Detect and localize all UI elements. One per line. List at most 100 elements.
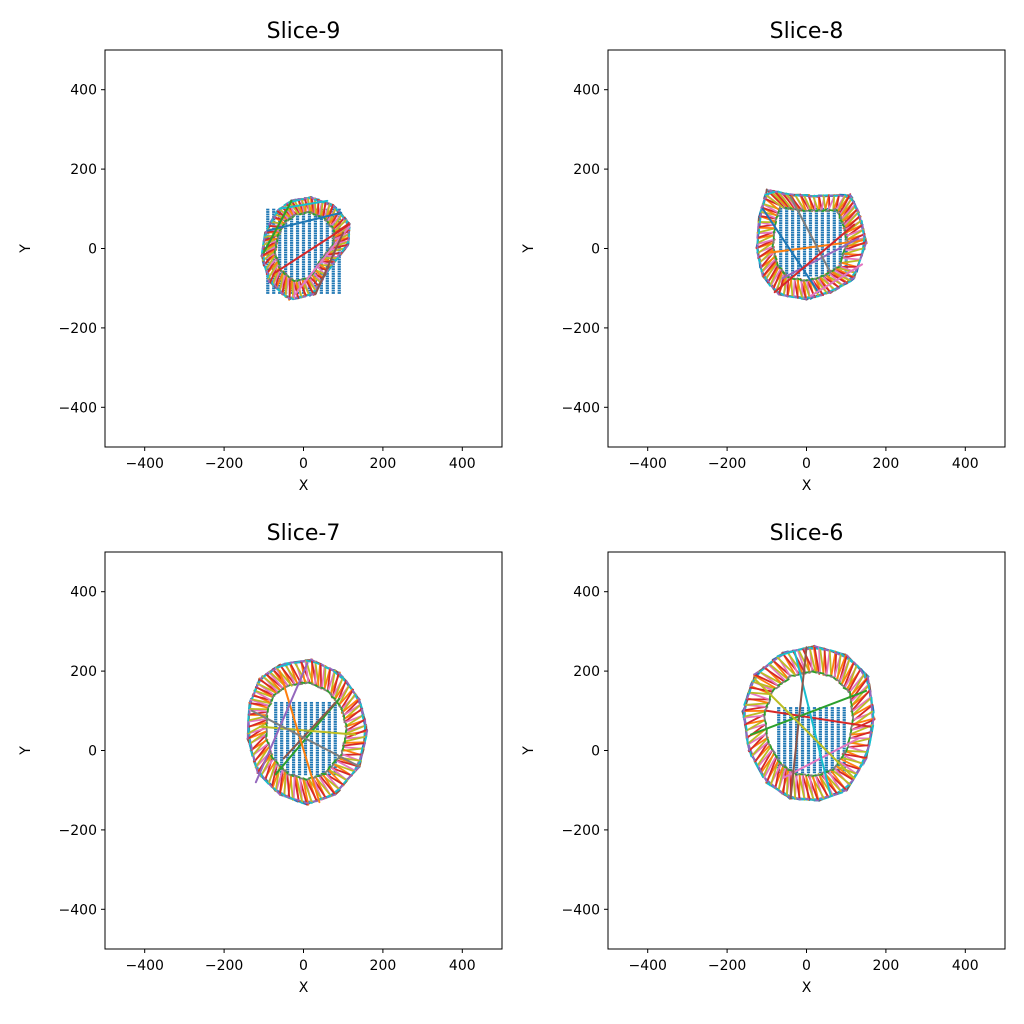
data-point bbox=[307, 246, 312, 249]
mesh-line bbox=[830, 650, 837, 677]
data-point bbox=[280, 744, 284, 747]
data-point bbox=[291, 744, 296, 747]
data-point bbox=[820, 219, 824, 222]
data-point bbox=[791, 274, 795, 277]
data-point bbox=[806, 752, 811, 755]
data-point bbox=[319, 244, 323, 247]
data-point bbox=[331, 284, 335, 287]
mesh-chord bbox=[250, 709, 361, 768]
data-point bbox=[800, 728, 805, 731]
mesh-line bbox=[255, 686, 275, 697]
data-point bbox=[319, 234, 323, 237]
mesh-line bbox=[786, 674, 792, 680]
data-point bbox=[826, 248, 830, 251]
data-point bbox=[800, 709, 805, 712]
data-point bbox=[325, 289, 329, 292]
data-point bbox=[812, 740, 817, 743]
data-point bbox=[779, 219, 783, 222]
data-point bbox=[278, 249, 282, 251]
mesh-line bbox=[292, 213, 296, 217]
data-point bbox=[319, 232, 323, 235]
data-point bbox=[321, 742, 325, 745]
y-axis-label: Y bbox=[521, 244, 537, 254]
mesh-line bbox=[267, 260, 280, 280]
data-point bbox=[301, 268, 306, 271]
data-point bbox=[785, 229, 789, 232]
mesh-line bbox=[850, 701, 853, 708]
data-point bbox=[789, 733, 793, 736]
data-point bbox=[814, 217, 819, 220]
data-point bbox=[274, 763, 278, 766]
data-point bbox=[802, 224, 807, 227]
data-point bbox=[284, 256, 288, 259]
data-point bbox=[802, 262, 807, 265]
mesh-line bbox=[343, 741, 366, 744]
data-point bbox=[301, 234, 306, 237]
mesh-line bbox=[842, 750, 847, 756]
mesh-line bbox=[268, 703, 272, 707]
data-point bbox=[800, 754, 805, 757]
mesh-line bbox=[335, 759, 357, 772]
data-point bbox=[280, 751, 284, 754]
data-point bbox=[836, 723, 840, 726]
data-point bbox=[286, 732, 290, 735]
data-point bbox=[307, 232, 312, 235]
mesh-line bbox=[331, 672, 340, 698]
mesh-chord bbox=[274, 697, 341, 776]
data-point bbox=[284, 268, 288, 271]
data-point bbox=[295, 277, 300, 280]
x-tick-label: 400 bbox=[449, 958, 476, 974]
data-point bbox=[794, 759, 799, 762]
data-point bbox=[291, 701, 296, 704]
mesh-line bbox=[275, 270, 285, 289]
data-point bbox=[779, 210, 783, 213]
mesh-line bbox=[286, 773, 292, 776]
data-point bbox=[307, 227, 312, 230]
data-point bbox=[838, 257, 842, 260]
data-point bbox=[295, 251, 300, 254]
data-point bbox=[303, 742, 308, 745]
data-point bbox=[814, 267, 819, 270]
mesh-line bbox=[851, 717, 876, 726]
data-point bbox=[289, 227, 294, 230]
data-point bbox=[274, 728, 278, 730]
data-point bbox=[278, 256, 282, 259]
data-point bbox=[779, 243, 783, 246]
data-point bbox=[826, 236, 830, 239]
data-point bbox=[785, 226, 789, 229]
data-point bbox=[289, 225, 294, 228]
data-point bbox=[297, 773, 302, 776]
data-point bbox=[826, 222, 830, 224]
data-point bbox=[836, 730, 840, 733]
mesh-line bbox=[330, 763, 335, 769]
data-point bbox=[313, 215, 318, 218]
data-point bbox=[266, 292, 270, 294]
data-point bbox=[785, 248, 789, 251]
data-point bbox=[818, 714, 822, 717]
data-point bbox=[319, 253, 323, 256]
data-point bbox=[818, 759, 822, 762]
mesh-line bbox=[259, 753, 274, 778]
data-point bbox=[779, 226, 783, 229]
data-point bbox=[812, 723, 817, 726]
data-point bbox=[274, 744, 278, 747]
data-point bbox=[802, 231, 807, 234]
mesh-line bbox=[343, 707, 363, 724]
data-point bbox=[802, 274, 807, 277]
data-point bbox=[830, 735, 834, 738]
data-point bbox=[280, 732, 284, 735]
x-tick-label: 0 bbox=[299, 958, 308, 974]
data-point bbox=[800, 761, 805, 764]
data-point bbox=[266, 284, 270, 287]
data-point bbox=[818, 764, 822, 767]
mesh-line bbox=[276, 232, 281, 238]
data-point bbox=[777, 719, 781, 721]
data-point bbox=[800, 723, 805, 726]
data-point bbox=[280, 742, 284, 745]
data-point bbox=[307, 237, 312, 240]
y-tick-label: 200 bbox=[70, 162, 97, 178]
data-point bbox=[796, 274, 801, 277]
mesh-line bbox=[292, 774, 299, 778]
data-point bbox=[785, 210, 789, 213]
